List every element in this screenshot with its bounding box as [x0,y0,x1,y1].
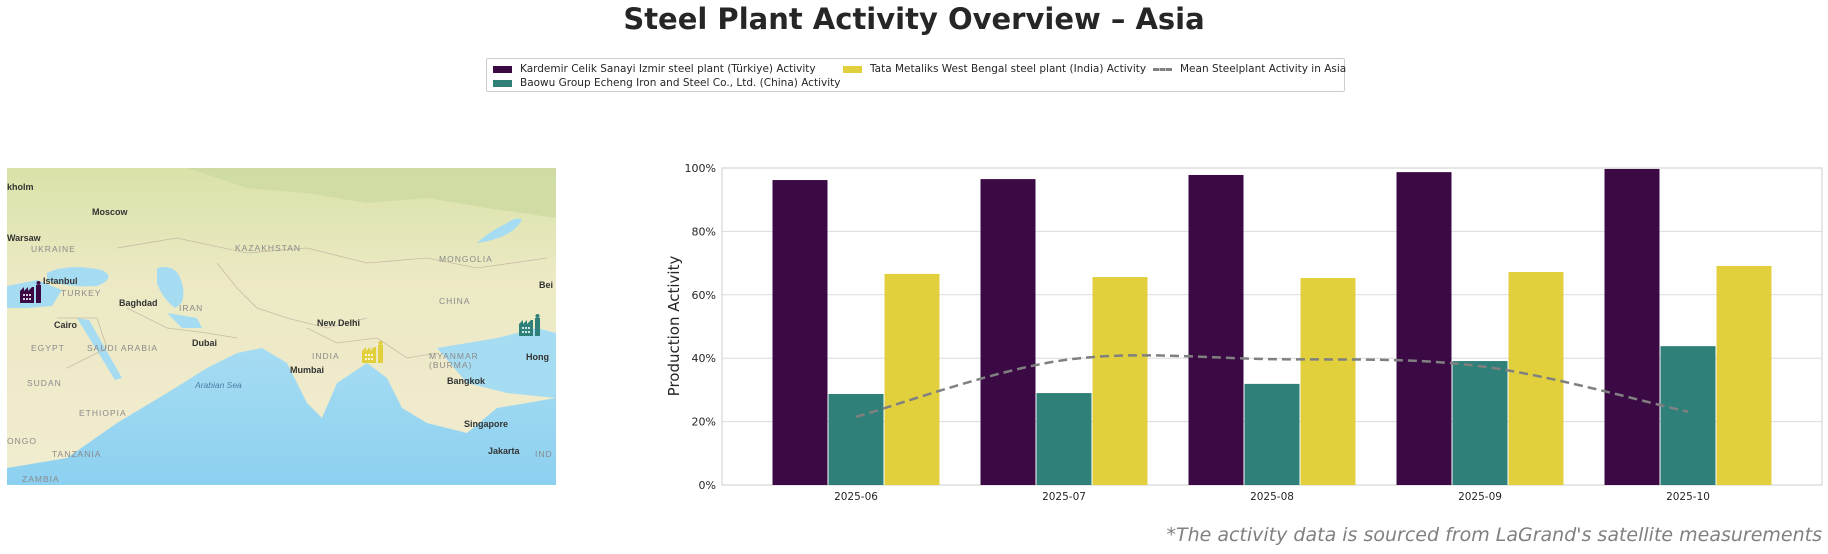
legend-swatch-baowu [493,79,512,87]
bar-2025-06-s1 [828,394,884,485]
legend-label-kardemir: Kardemir Celik Sanayi Izmir steel plant … [520,63,816,75]
map-label: (BURMA) [429,360,473,370]
factory-icon [20,281,44,307]
legend-swatch-kardemir [493,65,512,73]
map-label: ETHIOPIA [79,408,127,418]
legend: Kardemir Celik Sanayi Izmir steel plant … [486,58,1346,92]
map-label: Dubai [192,338,218,348]
map-label: TANZANIA [52,449,102,459]
map-label: Arabian Sea [195,380,242,390]
mean-line [855,354,1689,419]
bar-2025-09-s2 [1508,271,1564,485]
map-label: IND [535,449,553,459]
bar-2025-10-s1 [1660,346,1716,485]
map-label: MONGOLIA [439,254,493,264]
y-axis: 0% 20% 40% 60% 80% 100% [685,162,716,492]
map-lake-baikal [477,218,522,243]
legend-item-mean: Mean Steelplant Activity in Asia [1153,63,1346,75]
bar-2025-10-s0 [1604,168,1660,486]
bar-2025-09-s0 [1396,172,1452,485]
factory-icon [362,341,386,367]
map-svg [7,168,556,485]
map-label: TURKEY [61,288,102,298]
map-red-sea [77,318,122,380]
legend-item-tata: Tata Metaliks West Bengal steel plant (I… [843,63,1146,75]
bar-2025-07-s1 [1036,393,1092,485]
y-tick-label: 60% [692,289,716,302]
x-tick-label: 2025-09 [1458,491,1502,503]
bar-2025-09-s1 [1452,361,1508,485]
legend-label-baowu: Baowu Group Echeng Iron and Steel Co., L… [520,77,841,89]
map-label: ONGO [7,436,37,446]
bar-2025-10-s2 [1716,265,1772,485]
y-axis-label: Production Activity [665,256,683,397]
map-label: MYANMAR [429,351,479,361]
bar-2025-06-s0 [772,180,828,485]
map-caspian-sea [157,267,184,308]
legend-swatch-mean [1153,67,1172,71]
bar-2025-07-s2 [1092,277,1148,485]
bar-2025-07-s0 [980,179,1036,485]
map-label: kholm [7,182,34,192]
map-label: Mumbai [290,365,325,375]
bar-2025-08-s2 [1300,277,1356,485]
footnote: *The activity data is sourced from LaGra… [1166,524,1822,546]
map-black-sea [47,267,109,287]
map-ocean [7,348,556,485]
map-label: SAUDI ARABIA [87,343,159,353]
map-south-china-sea [437,328,556,398]
map-label: Jakarta [488,446,520,456]
legend-swatch-tata [843,65,862,73]
bars [772,168,1772,486]
x-tick-label: 2025-06 [834,491,878,503]
bar-2025-06-s2 [884,273,940,485]
map-label: CHINA [439,296,471,306]
legend-label-mean: Mean Steelplant Activity in Asia [1180,63,1347,75]
map-panel: kholm Moscow Warsaw UKRAINE KAZAKHSTAN MONGOL… [7,168,556,485]
bar-2025-08-s1 [1244,383,1300,485]
map-label: Bei [539,280,554,290]
y-tick-label: 40% [692,352,716,365]
y-tick-label: 0% [699,479,716,492]
map-label: IRAN [179,303,204,313]
legend-label-tata: Tata Metaliks West Bengal steel plant (I… [870,63,1147,75]
map-persian-gulf [167,313,202,328]
map-label: Istanbul [43,276,78,286]
map-label: Singapore [464,419,509,429]
bar-2025-08-s0 [1188,174,1244,485]
x-tick-label: 2025-07 [1042,491,1086,503]
map-label: UKRAINE [31,244,76,254]
map-label: Baghdad [119,298,158,308]
map-label: Hong [526,352,549,362]
map-label: New Delhi [317,318,361,328]
y-tick-label: 20% [692,416,716,429]
map-label: Warsaw [7,233,41,243]
map-label: INDIA [312,351,340,361]
x-axis: 2025-06 2025-07 2025-08 2025-09 2025-10 [834,491,1710,503]
legend-item-kardemir: Kardemir Celik Sanayi Izmir steel plant … [493,63,816,75]
y-tick-label: 80% [692,225,716,238]
map-label: Bangkok [447,376,486,386]
map-label: SUDAN [27,378,62,388]
factory-icon [519,314,543,340]
map-label: KAZAKHSTAN [235,243,302,253]
map-label: ZAMBIA [22,474,60,484]
map-borders [57,237,548,369]
y-tick-label: 100% [685,162,716,175]
x-tick-label: 2025-10 [1666,491,1710,503]
legend-item-baowu: Baowu Group Echeng Iron and Steel Co., L… [493,77,840,89]
map-label: Cairo [54,320,78,330]
map-forest [187,168,556,218]
map-label: EGYPT [31,343,65,353]
map-label: Moscow [92,207,128,217]
chart-title: Steel Plant Activity Overview – Asia [623,2,1205,36]
x-tick-label: 2025-08 [1250,491,1294,503]
